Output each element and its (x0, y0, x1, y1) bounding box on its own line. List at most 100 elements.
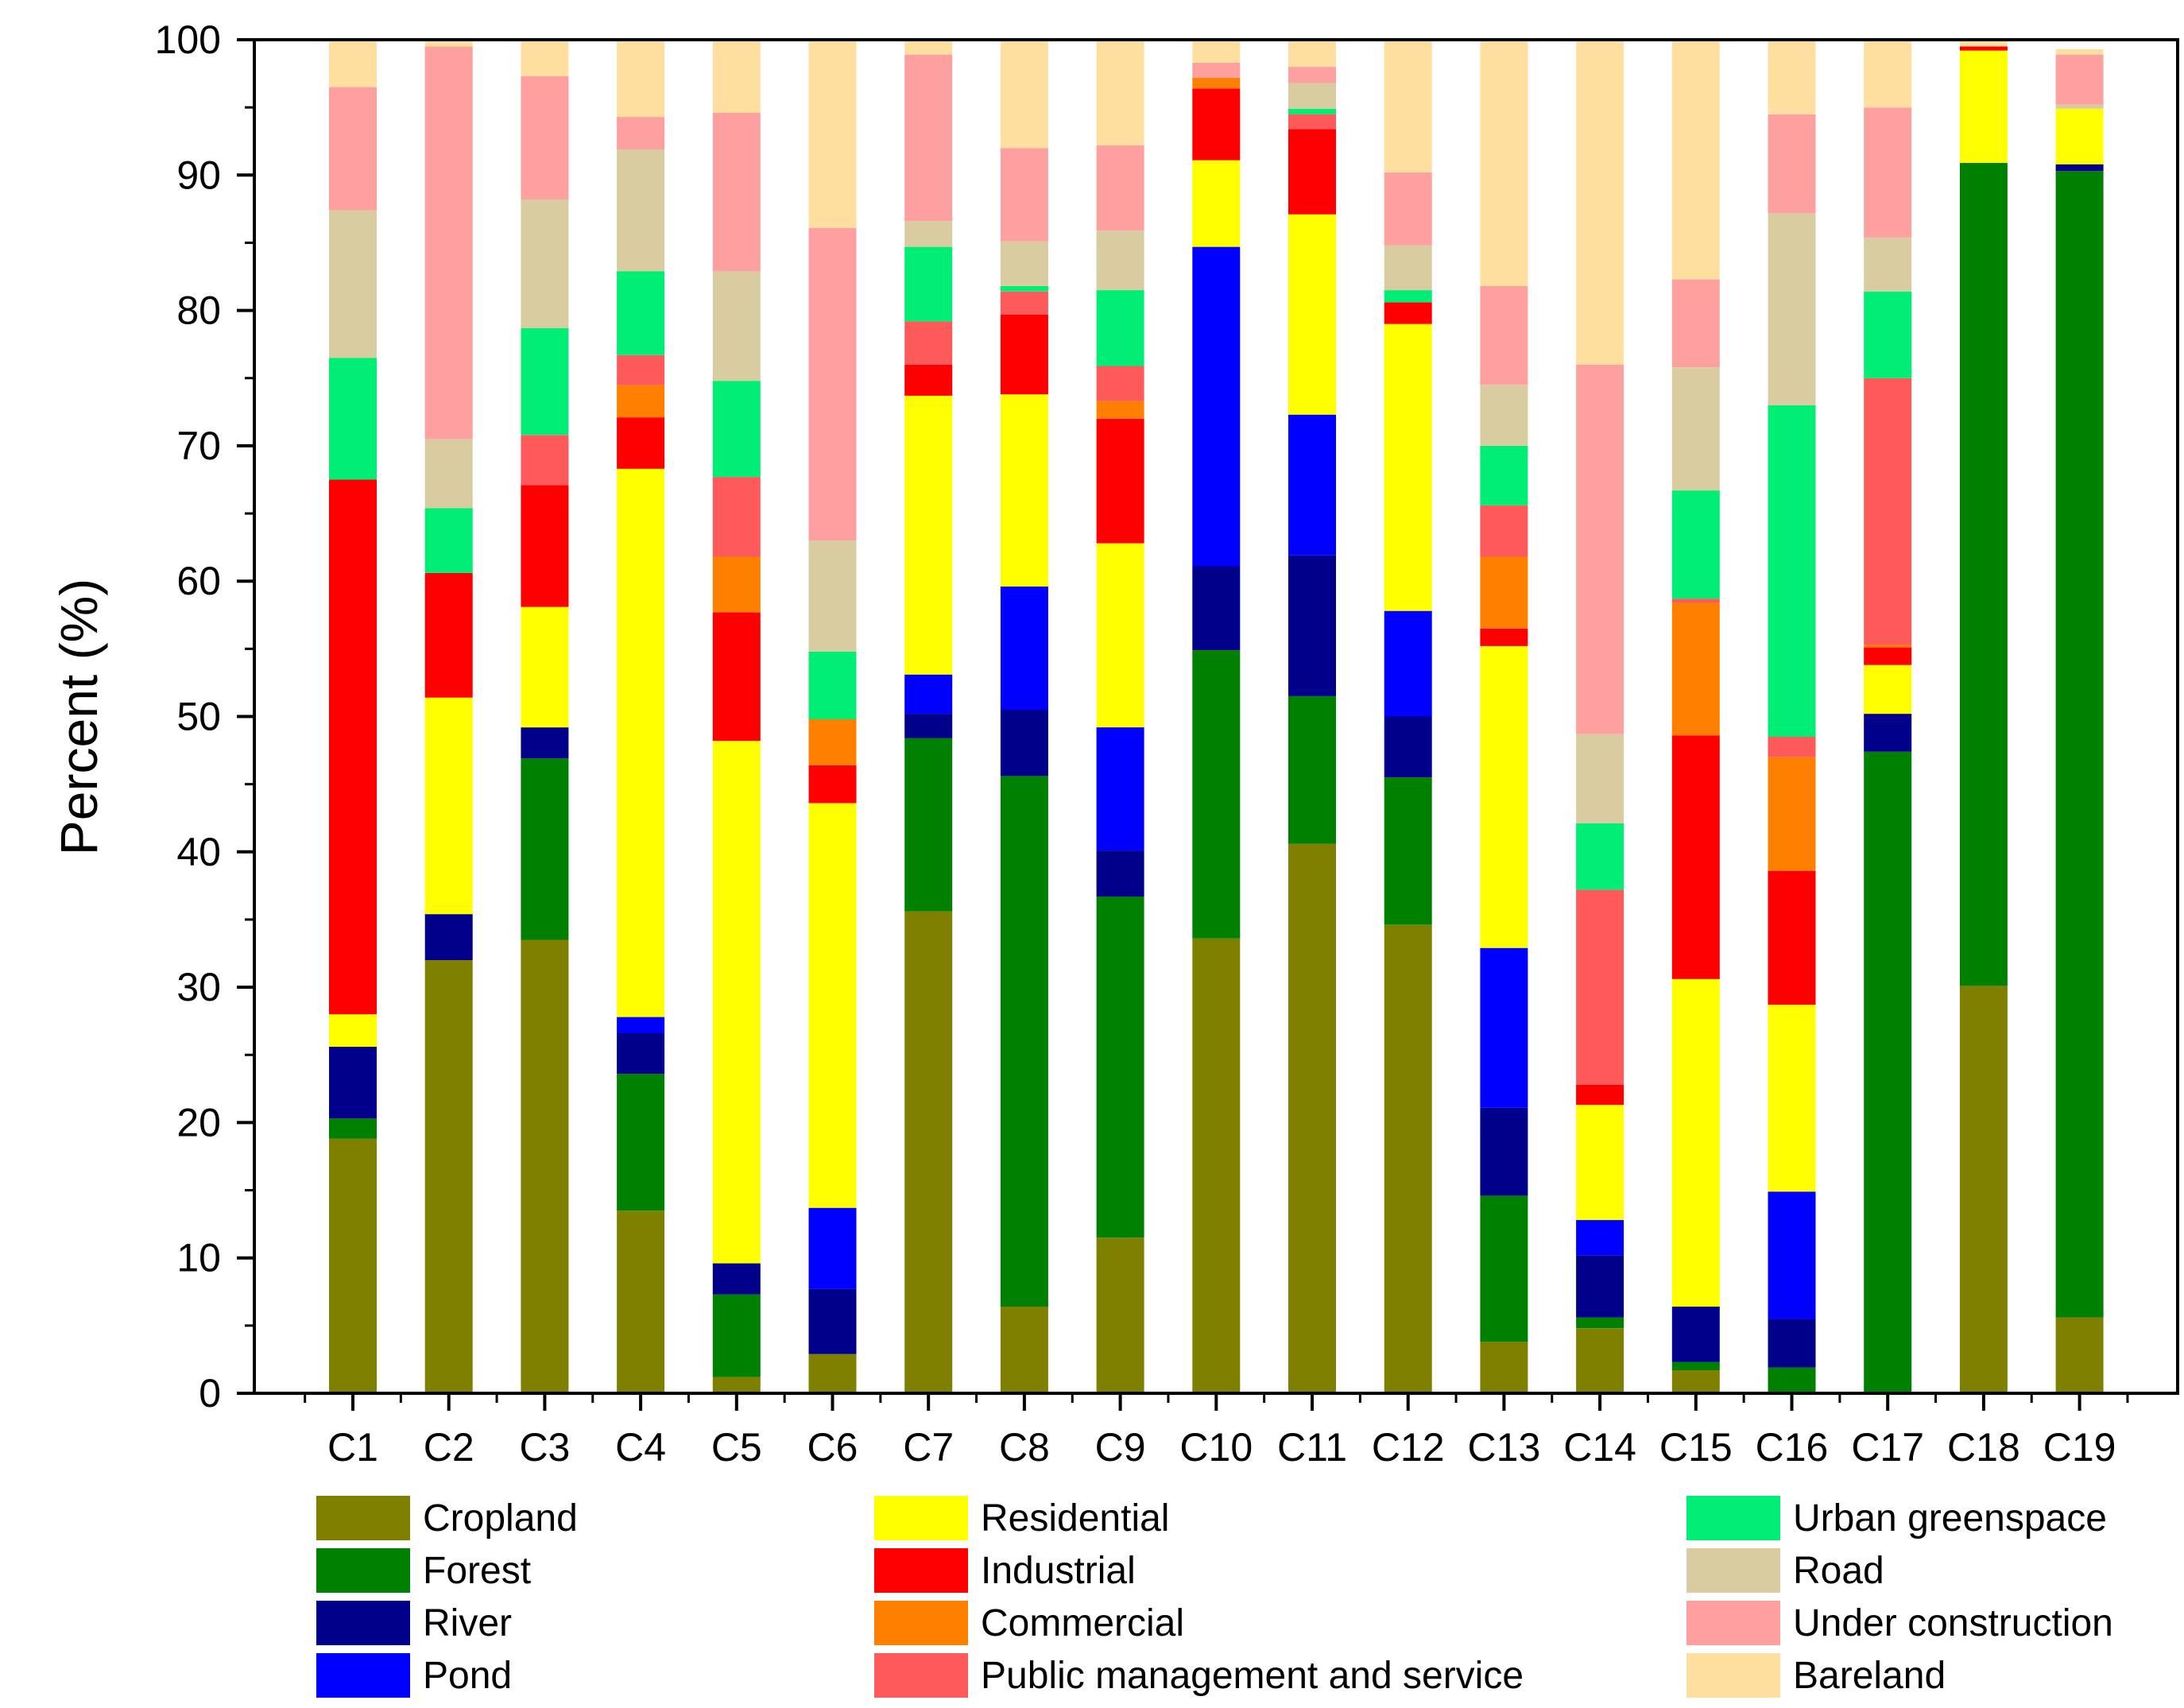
bar-segment-c16-commercial (1768, 757, 1816, 871)
bar-segment-c8-road (1000, 241, 1048, 286)
legend-swatch (874, 1496, 968, 1540)
bar-segment-c11-cropland (1288, 843, 1336, 1393)
bar-segment-c12-urban-greenspace (1384, 290, 1432, 303)
legend-item-residential: Residential (874, 1496, 1169, 1540)
bar-segment-c10-under-construction (1192, 63, 1241, 78)
bar-segment-c10-cropland (1192, 938, 1241, 1393)
bar-segment-c3-under-construction (521, 76, 569, 199)
bar-segment-c8-pond (1000, 587, 1048, 710)
legend-item-bareland: Bareland (1686, 1653, 1946, 1698)
legend-label: Pond (423, 1655, 512, 1697)
bar-segment-c5-road (712, 271, 761, 381)
legend-label: Bareland (1793, 1655, 1946, 1697)
x-tick-label-c18: C18 (1947, 1425, 2020, 1470)
legend-swatch (874, 1653, 968, 1698)
bar-segment-c11-river (1288, 555, 1336, 696)
bar-segment-c5-forest (712, 1294, 761, 1377)
bar-segment-c5-public-management-and-service (712, 477, 761, 557)
bar-segment-c4-pond (617, 1017, 665, 1033)
bar-segment-c11-residential (1288, 214, 1336, 415)
bar-segment-c9-river (1096, 850, 1144, 897)
bar-segment-c17-under-construction (1864, 107, 1912, 238)
bar-segment-c14-bareland (1576, 40, 1624, 365)
bar-segment-c1-river (329, 1047, 377, 1119)
bar-segment-c8-industrial (1000, 314, 1048, 395)
bar-segment-c6-industrial (808, 765, 857, 804)
legend-swatch (1686, 1548, 1780, 1593)
bar-segment-c5-under-construction (712, 113, 761, 272)
bar-segment-c5-cropland (712, 1377, 761, 1393)
bar-segment-c14-urban-greenspace (1576, 823, 1624, 890)
bar-segment-c9-forest (1096, 897, 1144, 1238)
bar-segment-c16-under-construction (1768, 114, 1816, 213)
bar-segment-c8-under-construction (1000, 148, 1048, 242)
legend-swatch (1686, 1496, 1780, 1540)
bar-segment-c7-under-construction (904, 54, 953, 222)
bar-segment-c6-commercial (808, 718, 857, 765)
legend-item-under-construction: Under construction (1686, 1601, 2113, 1645)
bar-segment-c2-residential (424, 697, 473, 915)
bar-segment-c3-industrial (521, 485, 569, 607)
y-tick-label: 20 (176, 1100, 221, 1144)
bar-segment-c8-bareland (1000, 41, 1048, 149)
legend-label: Public management and service (981, 1655, 1524, 1697)
bar-segment-c8-public-management-and-service (1000, 291, 1048, 315)
bar-segment-c9-pond (1096, 727, 1144, 851)
bar-segment-c14-forest (1576, 1317, 1624, 1329)
x-tick-label-c11: C11 (1277, 1425, 1347, 1470)
bar-segment-c5-river (712, 1263, 761, 1295)
legend-item-cropland: Cropland (316, 1496, 578, 1540)
bar-segment-c2-urban-greenspace (424, 508, 473, 573)
x-tick-label-c17: C17 (1851, 1425, 1924, 1470)
bar-segment-c12-road (1384, 245, 1432, 291)
bar-segment-c5-residential (712, 741, 761, 1264)
bar-segment-c4-forest (617, 1074, 665, 1211)
bar-segment-c13-public-management-and-service (1480, 505, 1528, 557)
bar-segment-c14-public-management-and-service (1576, 889, 1624, 1085)
bar-segment-c6-under-construction (808, 227, 857, 541)
bar-segment-c10-river (1192, 566, 1241, 651)
bar-segment-c7-residential (904, 395, 953, 675)
bar-segment-c19-cropland (2055, 1317, 2104, 1393)
x-tick-label-c12: C12 (1372, 1425, 1445, 1470)
bar-segment-c9-bareland (1096, 40, 1144, 145)
bar-segment-c1-road (329, 210, 377, 358)
legend-swatch (316, 1548, 410, 1593)
bar-segment-c4-public-management-and-service (617, 354, 665, 385)
x-tick-label-c10: C10 (1179, 1425, 1253, 1470)
bar-segment-c4-under-construction (617, 117, 665, 149)
bar-segment-c4-residential (617, 468, 665, 1017)
legend-label: Commercial (981, 1602, 1184, 1644)
bar-segment-c4-urban-greenspace (617, 271, 665, 355)
bar-segment-c8-forest (1000, 776, 1048, 1307)
bar-segment-c18-bareland (1959, 40, 2008, 47)
y-tick-label: 10 (176, 1236, 221, 1280)
bar-segment-c2-bareland (424, 40, 473, 47)
legend-item-forest: Forest (316, 1548, 531, 1593)
bar-segment-c7-industrial (904, 364, 953, 396)
bar-segment-c15-commercial (1671, 602, 1720, 736)
bar-segment-c13-bareland (1480, 38, 1528, 286)
bar-segment-c7-cropland (904, 911, 953, 1393)
bar-segment-c12-forest (1384, 777, 1432, 925)
bar-segment-c12-cropland (1384, 924, 1432, 1393)
bar-segment-c11-under-construction (1288, 67, 1336, 83)
bar-segment-c11-bareland (1288, 41, 1336, 68)
bar-segment-c13-forest (1480, 1195, 1528, 1342)
bar-segment-c3-river (521, 727, 569, 759)
y-axis-title: Percent (%) (49, 579, 108, 855)
y-tick-label: 80 (176, 289, 221, 333)
bar-segment-c17-public-management-and-service (1864, 378, 1912, 645)
legend-swatch (316, 1653, 410, 1698)
bar-segment-c14-river (1576, 1255, 1624, 1318)
bar-segment-c18-cropland (1959, 986, 2008, 1393)
bar-segment-c14-under-construction (1576, 364, 1624, 734)
legend-swatch (316, 1601, 410, 1645)
legend-swatch (874, 1548, 968, 1593)
x-axis: C1 C2 C3 C4 C5 C6 C7 C8 C9 C10 C11 C12 C13 C14 C15 C16 C… (304, 1393, 2129, 1470)
bar-segment-c15-river (1671, 1307, 1720, 1362)
bar-segment-c18-residential (1959, 50, 2008, 163)
bar-segment-c17-residential (1864, 664, 1912, 715)
bar-segment-c10-forest (1192, 650, 1241, 939)
y-tick-label: 90 (176, 153, 221, 197)
